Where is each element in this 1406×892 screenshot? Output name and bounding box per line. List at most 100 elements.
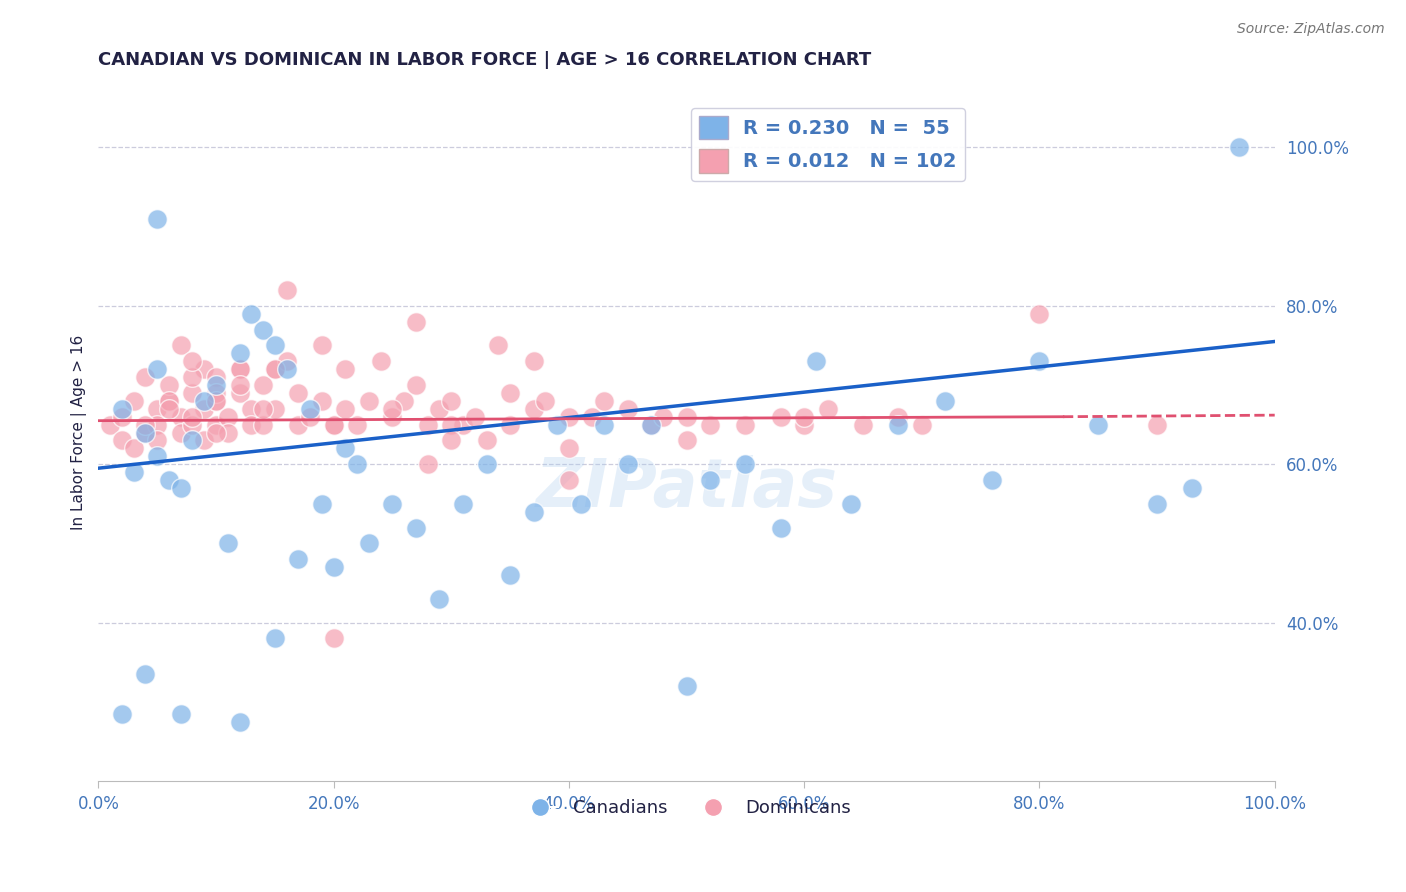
Point (170, 409, 193, 424)
Point (134, 425, 156, 440)
Point (205, 386, 228, 401)
Point (134, 370, 156, 384)
Point (181, 434, 204, 448)
Point (170, 338, 193, 352)
Point (475, 457, 498, 471)
Point (134, 417, 156, 432)
Point (440, 417, 463, 432)
Point (263, 362, 285, 376)
Point (357, 393, 380, 408)
Point (193, 401, 215, 416)
Point (322, 560, 344, 574)
Point (228, 378, 250, 392)
Point (616, 457, 638, 471)
Point (558, 409, 581, 424)
Point (499, 568, 522, 582)
Text: Source: ZipAtlas.com: Source: ZipAtlas.com (1237, 22, 1385, 37)
Point (416, 417, 439, 432)
Point (146, 401, 169, 416)
Point (111, 706, 134, 721)
Point (699, 473, 721, 487)
Point (311, 338, 333, 352)
Point (111, 401, 134, 416)
Point (581, 409, 603, 424)
Point (569, 497, 592, 511)
Point (181, 354, 204, 368)
Point (616, 401, 638, 416)
Point (157, 393, 180, 408)
Point (252, 323, 274, 337)
Point (122, 442, 145, 456)
Y-axis label: In Labor Force | Age > 16: In Labor Force | Age > 16 (72, 334, 87, 530)
Point (240, 417, 263, 432)
Point (675, 434, 697, 448)
Point (252, 401, 274, 416)
Point (263, 632, 285, 646)
Point (193, 362, 215, 376)
Point (934, 393, 956, 408)
Point (381, 497, 404, 511)
Point (486, 338, 509, 352)
Point (839, 497, 862, 511)
Point (817, 401, 839, 416)
Point (405, 378, 427, 392)
Point (675, 409, 697, 424)
Point (181, 370, 204, 384)
Point (451, 497, 474, 511)
Point (534, 393, 557, 408)
Point (429, 401, 451, 416)
Point (287, 417, 309, 432)
Point (523, 401, 546, 416)
Point (499, 386, 522, 401)
Point (346, 417, 368, 432)
Point (146, 434, 169, 448)
Point (440, 393, 463, 408)
Point (370, 354, 392, 368)
Point (276, 362, 298, 376)
Point (240, 401, 263, 416)
Point (464, 409, 486, 424)
Point (405, 315, 427, 329)
Point (205, 393, 228, 408)
Point (381, 409, 404, 424)
Point (111, 434, 134, 448)
Point (134, 425, 156, 440)
Point (146, 211, 169, 226)
Point (887, 417, 910, 432)
Point (228, 362, 250, 376)
Point (217, 425, 239, 440)
Point (793, 417, 815, 432)
Point (228, 346, 250, 360)
Point (335, 442, 357, 456)
Point (416, 457, 439, 471)
Point (804, 354, 827, 368)
Point (181, 409, 204, 424)
Point (205, 417, 228, 432)
Point (311, 393, 333, 408)
Point (593, 417, 616, 432)
Point (381, 401, 404, 416)
Point (1146, 417, 1168, 432)
Point (1181, 481, 1204, 495)
Point (546, 417, 568, 432)
Point (146, 417, 169, 432)
Point (1028, 307, 1050, 321)
Point (335, 401, 357, 416)
Point (652, 409, 675, 424)
Point (675, 679, 697, 693)
Point (98, 417, 121, 432)
Point (734, 457, 756, 471)
Point (793, 409, 815, 424)
Point (405, 520, 427, 534)
Point (252, 378, 274, 392)
Point (228, 362, 250, 376)
Point (181, 386, 204, 401)
Point (276, 354, 298, 368)
Point (205, 393, 228, 408)
Point (170, 481, 193, 495)
Point (451, 417, 474, 432)
Point (276, 283, 298, 297)
Point (440, 434, 463, 448)
Point (769, 409, 792, 424)
Point (170, 425, 193, 440)
